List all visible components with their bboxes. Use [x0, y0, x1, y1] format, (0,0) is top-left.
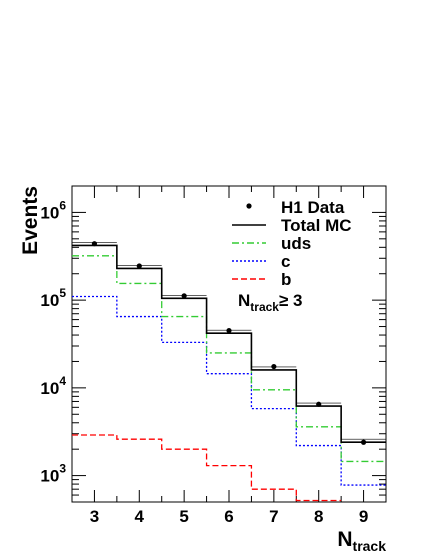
y-tick-label: 103 — [40, 462, 66, 486]
cut-annotation-rest: ≥ 3 — [279, 291, 303, 310]
y-axis-title: Events — [19, 186, 42, 255]
y-tick-label-exp: 5 — [59, 286, 66, 300]
legend-label: c — [281, 252, 290, 271]
legend-label: uds — [281, 234, 311, 253]
x-tick-label: 9 — [359, 507, 368, 526]
x-tick-label: 3 — [90, 507, 99, 526]
data-point — [91, 241, 98, 247]
series-layer — [72, 242, 386, 502]
legend-label: Total MC — [281, 216, 352, 235]
data-points-layer — [91, 241, 367, 445]
y-tick-label-exp: 4 — [59, 374, 66, 388]
series-b — [72, 434, 342, 502]
legend-label: H1 Data — [281, 198, 345, 217]
series-total-mc — [72, 244, 386, 444]
legend-marker-data — [246, 203, 252, 209]
x-tick-label: 5 — [179, 507, 188, 526]
data-point — [360, 439, 367, 445]
x-axis-title: Ntrack — [337, 528, 386, 554]
x-tick-label: 7 — [269, 507, 278, 526]
y-tick-label: 105 — [40, 286, 66, 310]
data-point — [136, 263, 142, 269]
x-tick-label: 6 — [224, 507, 233, 526]
y-tick-label-base: 10 — [40, 291, 59, 310]
x-tick-label: 8 — [314, 507, 323, 526]
y-tick-label: 106 — [40, 198, 66, 222]
y-tick-label-exp: 3 — [59, 462, 66, 476]
series-c — [72, 295, 386, 486]
cut-annotation-sub: track — [250, 300, 279, 314]
y-tick-label: 104 — [40, 374, 66, 398]
data-point — [226, 327, 232, 334]
y-tick-label-exp: 6 — [59, 198, 66, 212]
x-axis-title-sub: track — [353, 538, 387, 554]
y-tick-label-base: 10 — [40, 203, 59, 222]
x-tick-label: 4 — [135, 507, 145, 526]
data-point — [181, 293, 187, 299]
data-point — [316, 401, 322, 407]
y-tick-label-base: 10 — [40, 379, 59, 398]
series-uds — [72, 255, 386, 463]
series-total-mc-band — [72, 242, 386, 440]
cut-annotation: Ntrack≥ 3 — [238, 291, 302, 314]
cut-annotation-main: N — [238, 291, 250, 310]
x-axis: 3 4 5 6 7 8 9 — [71, 186, 387, 526]
x-axis-title-main: N — [337, 528, 352, 551]
y-tick-label-base: 10 — [40, 467, 59, 486]
data-point — [271, 363, 277, 370]
legend-label: b — [281, 270, 291, 289]
